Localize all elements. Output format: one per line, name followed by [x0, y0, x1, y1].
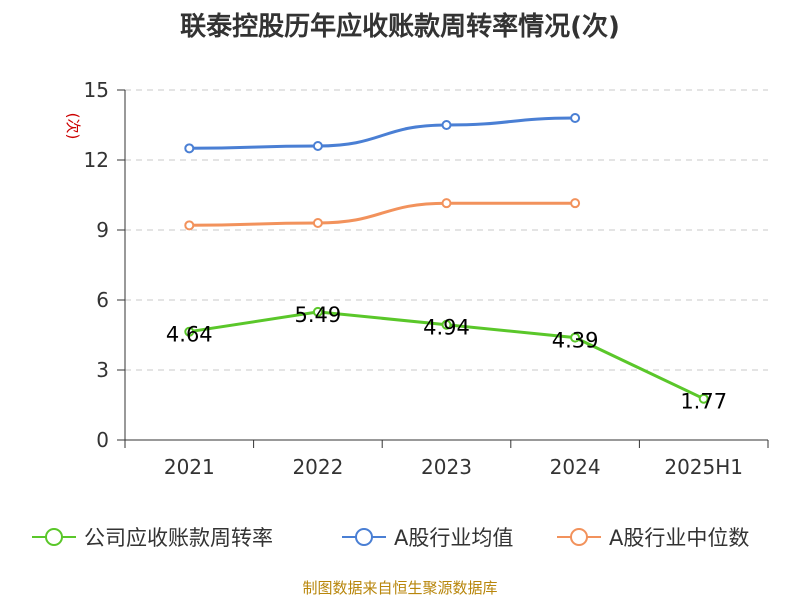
- data-point: [184, 220, 195, 231]
- data-point: [184, 143, 195, 154]
- y-axis-label: (次): [64, 113, 82, 140]
- x-tick-label: 2024: [550, 455, 601, 479]
- x-tick-label: 2023: [421, 455, 472, 479]
- y-tick-label: 15: [84, 78, 109, 102]
- data-label: 1.77: [680, 390, 727, 414]
- y-tick-label: 3: [96, 358, 109, 382]
- y-tick-label: 6: [96, 288, 109, 312]
- data-point: [441, 198, 452, 209]
- data-point: [570, 113, 581, 123]
- data-point: [441, 319, 452, 330]
- x-tick-label: 2021: [164, 455, 215, 479]
- data-label: 4.64: [166, 323, 213, 347]
- data-label: 4.94: [423, 316, 470, 340]
- data-point: [441, 120, 452, 130]
- legend-label-industry-median: A股行业中位数: [609, 526, 750, 550]
- legend-marker-industry-median: [557, 528, 601, 546]
- legend-marker-industry-mean: [342, 528, 386, 546]
- data-point: [312, 218, 323, 228]
- chart-title: 联泰控股历年应收账款周转率情况(次): [180, 12, 620, 42]
- data-point: [312, 306, 323, 317]
- y-tick-label: 9: [96, 218, 109, 242]
- y-tick-label: 0: [96, 428, 109, 452]
- legend-item-industry-median[interactable]: A股行业中位数: [555, 520, 749, 554]
- legend-item-company[interactable]: 公司应收账款周转率: [30, 520, 273, 554]
- data-point: [570, 198, 581, 209]
- series-line: [189, 201, 576, 227]
- data-point: [184, 326, 195, 337]
- line-chart: 0 3 6 9 12 15 2021 2022 2023 2024 2025H1 (次) 4.64 5.4…: [64, 78, 769, 479]
- data-point: [312, 141, 323, 151]
- data-label: 4.39: [552, 329, 599, 353]
- series-line: [189, 116, 576, 150]
- legend-marker-company: [32, 528, 76, 546]
- y-tick-label: 12: [84, 148, 109, 172]
- x-tick-label: 2025H1: [664, 455, 743, 479]
- legend-item-industry-mean[interactable]: A股行业均值: [340, 520, 513, 554]
- data-point: [698, 393, 709, 404]
- source-note: 制图数据来自恒生聚源数据库: [302, 579, 498, 597]
- x-tick-label: 2022: [292, 455, 343, 479]
- data-point: [570, 332, 581, 343]
- legend: 公司应收账款周转率 A股行业均值 A股行业中位数: [0, 520, 800, 554]
- data-label: 5.49: [295, 303, 342, 327]
- legend-label-industry-mean: A股行业均值: [394, 526, 514, 550]
- legend-label-company: 公司应收账款周转率: [84, 526, 273, 550]
